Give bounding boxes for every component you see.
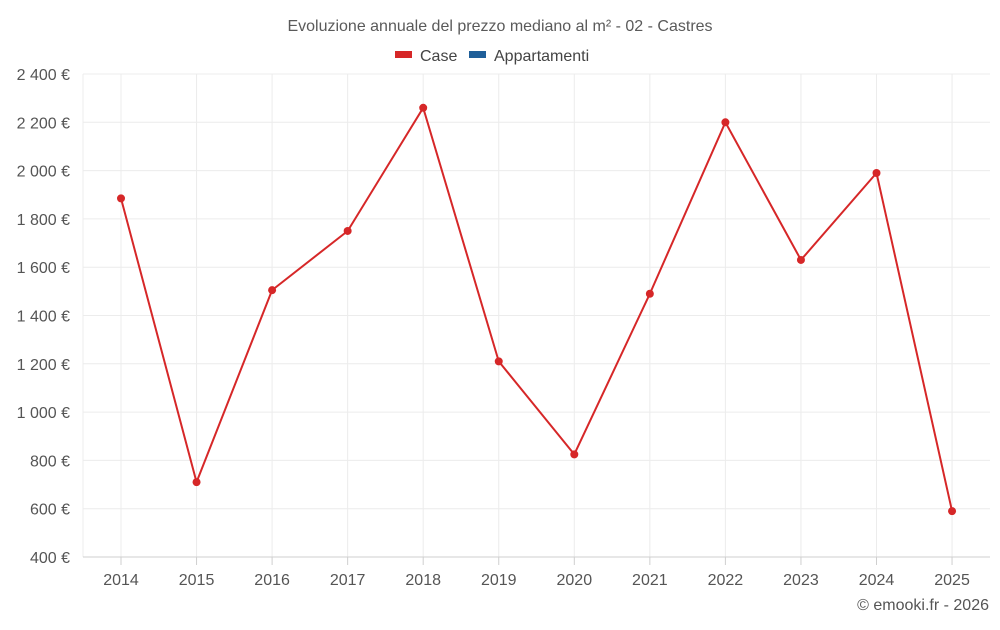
data-point[interactable] [872,169,881,178]
data-point[interactable] [268,286,277,295]
data-point[interactable] [419,103,428,112]
series-layer [117,103,957,516]
y-tick-label: 2 200 € [17,115,70,132]
credit-text: © emooki.fr - 2026 [857,597,989,614]
data-point[interactable] [192,478,201,487]
data-point[interactable] [343,226,352,235]
x-tick-label: 2023 [783,572,819,589]
data-point[interactable] [494,357,503,366]
data-point[interactable] [948,507,957,516]
y-tick-label: 1 400 € [17,309,70,326]
data-point[interactable] [570,450,579,459]
x-gridlines [82,74,953,565]
data-point[interactable] [117,194,125,203]
x-tick-label: 2019 [481,572,517,589]
y-tick-label: 1 800 € [17,212,70,229]
x-tick-label: 2015 [179,572,215,589]
x-tick-label: 2017 [330,572,366,589]
y-tick-label: 800 € [30,453,70,470]
data-point[interactable] [645,289,654,298]
series-line-0 [120,106,954,512]
x-tick-label: 2018 [405,572,441,589]
x-tick-label: 2021 [632,572,668,589]
y-gridlines [83,73,990,510]
y-tick-label: 1 000 € [17,405,70,422]
x-tick-label: 2025 [934,572,970,589]
y-tick-label: 2 400 € [17,67,70,84]
y-tick-label: 1 600 € [17,260,70,277]
legend-swatch-appartamenti[interactable] [469,51,486,58]
y-tick-label: 2 000 € [17,164,70,181]
data-point[interactable] [796,255,805,264]
chart-title: Evoluzione annuale del prezzo mediano al… [287,18,712,35]
x-tick-label: 2022 [708,572,744,589]
x-axis-labels: 2014 2015 2016 2017 2018 2019 2020 2021 2022 2023… [103,572,970,589]
y-tick-label: 600 € [30,502,70,519]
x-tick-label: 2016 [254,572,290,589]
legend-label-case[interactable]: Case [420,48,457,65]
legend-swatch-case[interactable] [395,51,412,58]
data-point[interactable] [721,118,730,127]
y-axis-labels: 400 € 600 € 800 € 1 000 € 1 200 € 1 400 € 1 60… [17,67,70,567]
x-tick-label: 2020 [557,572,593,589]
legend[interactable]: Case Appartamenti [395,48,589,65]
x-tick-label: 2014 [103,572,139,589]
legend-label-appartamenti[interactable]: Appartamenti [494,48,589,65]
x-tick-label: 2024 [859,572,895,589]
y-tick-label: 400 € [30,550,70,567]
y-tick-label: 1 200 € [17,357,70,374]
